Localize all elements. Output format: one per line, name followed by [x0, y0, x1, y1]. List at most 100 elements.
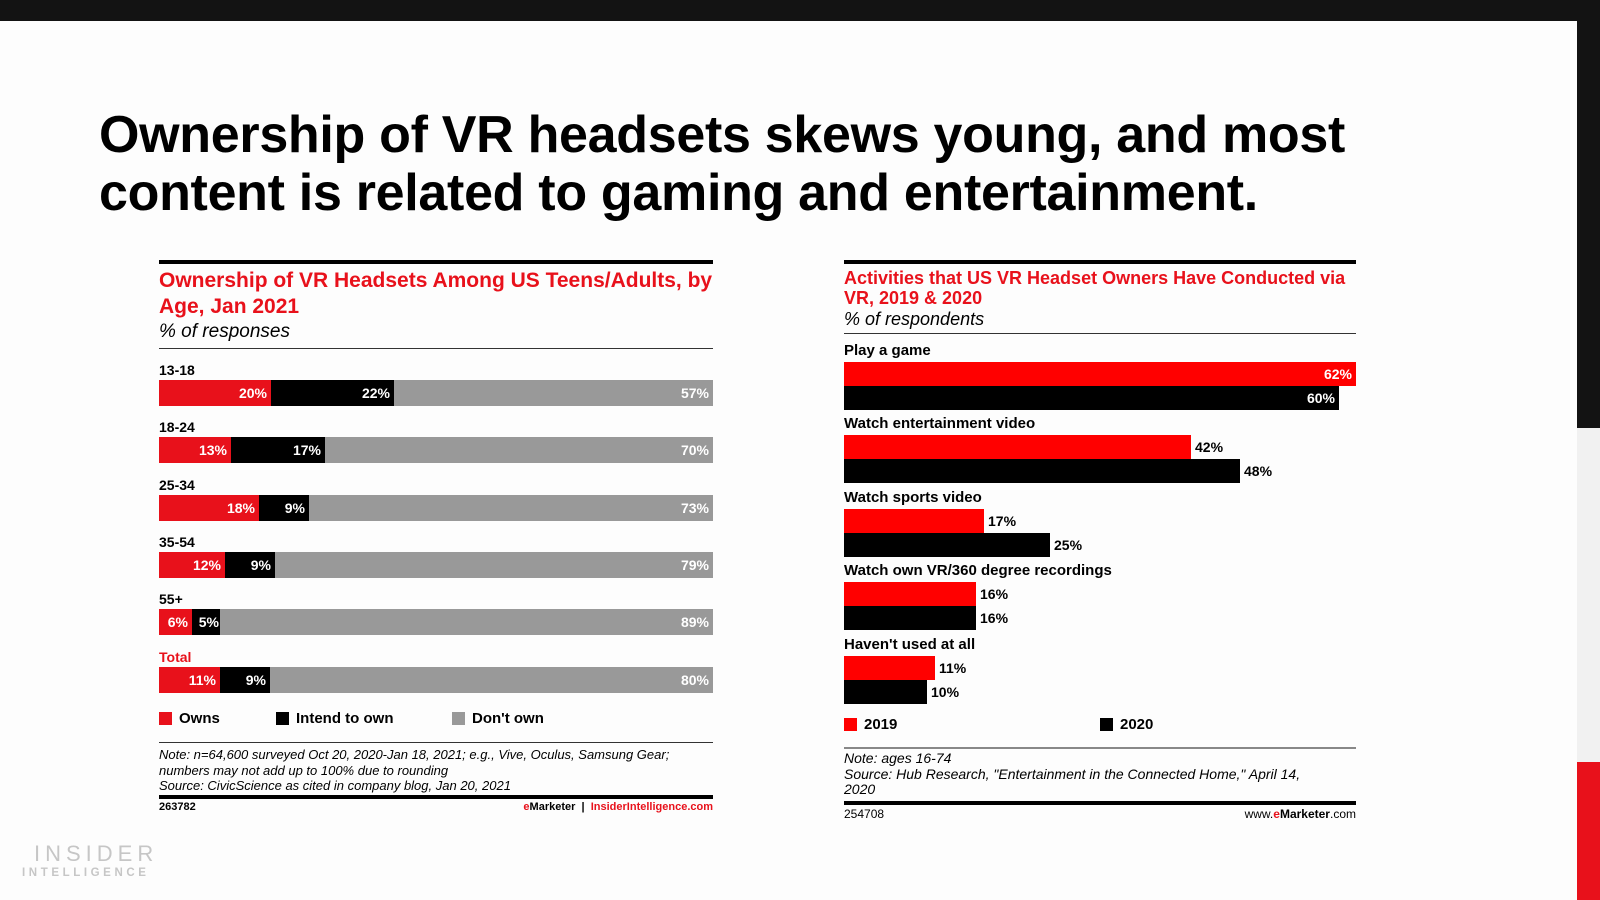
bar-2020	[844, 532, 1050, 557]
bar-row: 55+ 6% 5% 89%	[159, 590, 713, 638]
bar-segment-intend: 9%	[259, 494, 309, 521]
bar-segment-owns: 12%	[159, 551, 225, 578]
brand-credit-link[interactable]: www.eMarketer.com	[1245, 807, 1356, 821]
brand-separator: |	[581, 801, 585, 813]
data-label: 25%	[1054, 536, 1083, 553]
bar-2020	[844, 386, 1339, 410]
side-strip-gray	[1577, 428, 1600, 762]
brand-marketer: Marketer	[1279, 807, 1330, 821]
note-line: numbers may not add up to 100% due to ro…	[159, 762, 449, 778]
bar-group: Play a game 62% 60%	[844, 342, 1356, 415]
data-label: 16%	[980, 610, 1009, 627]
category-label: Watch entertainment video	[844, 415, 1036, 433]
legend-label: Don't own	[472, 710, 544, 727]
notes-rule	[844, 747, 1356, 749]
top-bar	[0, 0, 1600, 21]
data-label: 48%	[1244, 463, 1273, 480]
category-label: 55+	[159, 591, 183, 608]
bar-row: 25-34 18% 9% 73%	[159, 476, 713, 524]
bar-segment-dont: 80%	[270, 666, 713, 693]
chart-footer: 263782 eMarketer | InsiderIntelligence.c…	[159, 801, 713, 815]
legend-swatch-2020	[1100, 718, 1113, 731]
legend-label: 2020	[1120, 716, 1154, 733]
bar-group: Watch entertainment video 42% 48%	[844, 415, 1356, 488]
stacked-bar: 12% 9% 79%	[159, 551, 713, 578]
stacked-bar: 18% 9% 73%	[159, 494, 713, 521]
bar-segment-dont: 89%	[220, 609, 713, 636]
legend-label: Owns	[179, 710, 220, 727]
stacked-bar: 13% 17% 70%	[159, 437, 713, 464]
legend-swatch-owns	[159, 712, 172, 725]
slide-headline: Ownership of VR headsets skews young, an…	[99, 106, 1346, 222]
data-label: 10%	[931, 683, 960, 700]
data-label: 17%	[988, 512, 1017, 529]
chart-top-rule	[844, 260, 1356, 264]
chart-subtitle: % of responses	[159, 321, 290, 342]
bar-row: 18-24 13% 17% 70%	[159, 418, 713, 466]
category-label: Total	[159, 648, 192, 665]
brand-credit: eMarketer | InsiderIntelligence.com	[523, 801, 713, 813]
chart-top-rule	[159, 260, 713, 264]
chart-legend: Owns Intend to own Don't own	[159, 710, 713, 730]
legend-swatch-2019	[844, 718, 857, 731]
source-line: 2020	[844, 781, 876, 797]
data-label: 62%	[1323, 366, 1352, 382]
brand-site-link[interactable]: InsiderIntelligence.com	[590, 801, 713, 813]
bar-segment-intend: 9%	[220, 666, 270, 693]
legend-item-2019: 2019	[844, 716, 897, 733]
bar-segment-intend: 17%	[231, 437, 325, 464]
chart-plot: Play a game 62% 60% Watch entertainment vid…	[844, 342, 1356, 704]
legend-item-2020: 2020	[1100, 716, 1153, 733]
category-label: 18-24	[159, 419, 195, 436]
data-label: 16%	[980, 586, 1009, 603]
brand-e: e	[523, 801, 530, 813]
bar-2019	[844, 582, 976, 607]
note-line: Note: n=64,600 surveyed Oct 20, 2020-Jan…	[159, 747, 670, 762]
activities-chart: Activities that US VR Headset Owners Hav…	[844, 260, 1356, 821]
chart-subtitle: % of respondents	[844, 309, 985, 329]
legend-label: Intend to own	[296, 710, 394, 727]
chart-id: 254708	[844, 807, 885, 821]
footer-rule	[844, 801, 1356, 805]
legend-label: 2019	[864, 716, 898, 733]
legend-item-intend: Intend to own	[276, 710, 393, 727]
bar-segment-owns: 6%	[159, 609, 192, 636]
chart-title: Activities that US VR Headset Owners Hav…	[844, 268, 1346, 308]
legend-item-dont-own: Don't own	[452, 710, 544, 727]
ownership-chart: Ownership of VR Headsets Among US Teens/…	[159, 260, 713, 813]
footer-rule	[159, 795, 713, 799]
bar-segment-intend: 5%	[192, 609, 220, 636]
stacked-bar: 6% 5% 89%	[159, 609, 713, 636]
chart-header-rule	[844, 333, 1356, 334]
logo-line-1: INSIDER	[34, 841, 159, 866]
brand-suffix: .com	[1329, 807, 1356, 821]
bar-group: Haven't used at all 11% 10%	[844, 636, 1356, 709]
source-line: Source: Hub Research, "Entertainment in …	[844, 765, 1301, 782]
data-label: 11%	[939, 659, 967, 676]
brand-prefix: www.	[1244, 807, 1274, 821]
bar-segment-dont: 79%	[275, 551, 713, 578]
brand-e: e	[1273, 807, 1280, 821]
bar-segment-dont: 73%	[309, 494, 713, 521]
category-label: Play a game	[844, 342, 931, 359]
bar-segment-dont: 57%	[394, 380, 713, 406]
category-label: Watch sports video	[844, 488, 982, 506]
legend-swatch-intend	[276, 712, 289, 725]
bar-row: 35-54 12% 9% 79%	[159, 533, 713, 581]
stacked-bar: 11% 9% 80%	[159, 666, 713, 693]
category-label: Haven't used at all	[844, 635, 976, 653]
bar-segment-owns: 13%	[159, 437, 231, 464]
bar-row: 13-18 20% 22% 57%	[159, 361, 713, 409]
chart-title: Ownership of VR Headsets Among US Teens/…	[159, 269, 713, 318]
bar-group: Watch sports video 17% 25%	[844, 489, 1356, 562]
bar-segment-owns: 18%	[159, 494, 259, 521]
notes-rule	[159, 742, 713, 743]
logo-line-2: INTELLIGENCE	[22, 867, 150, 879]
chart-notes: Note: n=64,600 surveyed Oct 20, 2020-Jan…	[159, 747, 713, 794]
bar-segment-intend: 9%	[225, 551, 275, 578]
bar-segment-owns: 11%	[159, 666, 220, 693]
chart-header-rule	[159, 348, 713, 349]
legend-item-owns: Owns	[159, 710, 220, 727]
chart-legend: 2019 2020	[844, 716, 1356, 736]
bar-row: Total 11% 9% 80%	[159, 648, 713, 696]
